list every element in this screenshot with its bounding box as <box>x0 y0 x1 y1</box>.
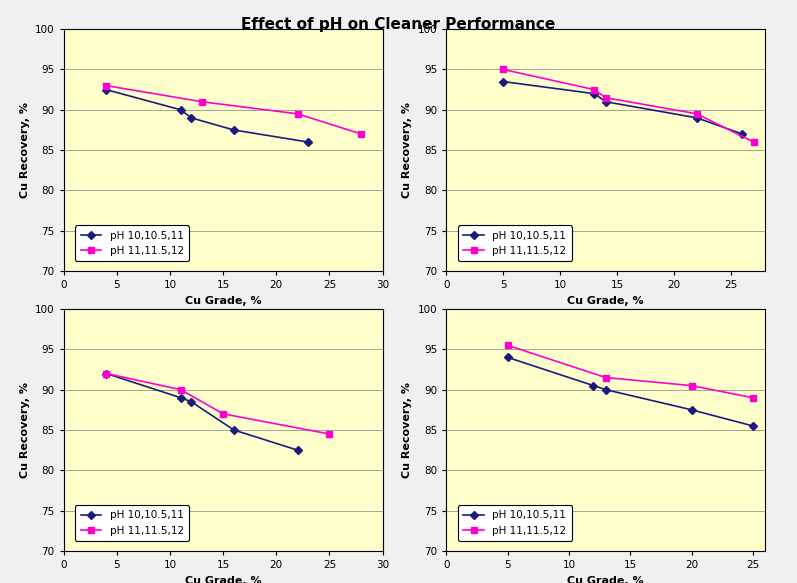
pH 10,10.5,11 <box>229 127 238 134</box>
pH 11,11.5,12 <box>101 370 111 377</box>
pH 10,10.5,11 <box>304 139 313 146</box>
pH 11,11.5,12 <box>324 430 334 437</box>
Line: pH 10,10.5,11: pH 10,10.5,11 <box>104 87 311 145</box>
Line: pH 10,10.5,11: pH 10,10.5,11 <box>505 354 756 429</box>
pH 10,10.5,11 <box>186 398 196 405</box>
pH 11,11.5,12 <box>749 139 759 146</box>
X-axis label: Cu Grade, %: Cu Grade, % <box>567 296 644 305</box>
pH 10,10.5,11 <box>101 370 111 377</box>
pH 10,10.5,11 <box>737 131 747 138</box>
pH 11,11.5,12 <box>197 98 206 105</box>
Y-axis label: Cu Recovery, %: Cu Recovery, % <box>402 382 412 478</box>
pH 10,10.5,11 <box>503 354 512 361</box>
pH 11,11.5,12 <box>503 342 512 349</box>
Legend: pH 10,10.5,11, pH 11,11.5,12: pH 10,10.5,11, pH 11,11.5,12 <box>76 505 189 541</box>
pH 11,11.5,12 <box>218 410 228 417</box>
Line: pH 11,11.5,12: pH 11,11.5,12 <box>501 66 756 145</box>
Y-axis label: Cu Recovery, %: Cu Recovery, % <box>20 102 29 198</box>
pH 11,11.5,12 <box>687 382 697 389</box>
pH 10,10.5,11 <box>101 86 111 93</box>
pH 11,11.5,12 <box>601 94 611 101</box>
Line: pH 11,11.5,12: pH 11,11.5,12 <box>505 342 756 401</box>
pH 11,11.5,12 <box>292 110 302 117</box>
Text: Effect of pH on Cleaner Performance: Effect of pH on Cleaner Performance <box>241 17 556 33</box>
pH 11,11.5,12 <box>498 66 508 73</box>
Line: pH 11,11.5,12: pH 11,11.5,12 <box>104 371 332 437</box>
Line: pH 10,10.5,11: pH 10,10.5,11 <box>104 371 300 453</box>
pH 11,11.5,12 <box>176 386 186 393</box>
pH 10,10.5,11 <box>292 447 302 454</box>
pH 10,10.5,11 <box>186 114 196 121</box>
pH 10,10.5,11 <box>176 106 186 113</box>
pH 10,10.5,11 <box>748 423 758 430</box>
pH 10,10.5,11 <box>176 394 186 401</box>
pH 10,10.5,11 <box>601 98 611 105</box>
pH 11,11.5,12 <box>748 394 758 401</box>
X-axis label: Cu Grade, %: Cu Grade, % <box>185 575 261 583</box>
pH 11,11.5,12 <box>590 86 599 93</box>
Y-axis label: Cu Recovery, %: Cu Recovery, % <box>402 102 412 198</box>
Legend: pH 10,10.5,11, pH 11,11.5,12: pH 10,10.5,11, pH 11,11.5,12 <box>458 226 571 261</box>
pH 11,11.5,12 <box>692 110 701 117</box>
pH 11,11.5,12 <box>356 131 366 138</box>
Line: pH 10,10.5,11: pH 10,10.5,11 <box>501 79 745 137</box>
Legend: pH 10,10.5,11, pH 11,11.5,12: pH 10,10.5,11, pH 11,11.5,12 <box>76 226 189 261</box>
pH 10,10.5,11 <box>601 386 611 393</box>
X-axis label: Cu Grade, %: Cu Grade, % <box>185 296 261 305</box>
pH 10,10.5,11 <box>229 427 238 434</box>
X-axis label: Cu Grade, %: Cu Grade, % <box>567 575 644 583</box>
pH 10,10.5,11 <box>692 114 701 121</box>
Legend: pH 10,10.5,11, pH 11,11.5,12: pH 10,10.5,11, pH 11,11.5,12 <box>458 505 571 541</box>
pH 10,10.5,11 <box>687 406 697 413</box>
pH 10,10.5,11 <box>589 382 599 389</box>
Y-axis label: Cu Recovery, %: Cu Recovery, % <box>20 382 29 478</box>
Line: pH 11,11.5,12: pH 11,11.5,12 <box>104 83 364 137</box>
pH 10,10.5,11 <box>498 78 508 85</box>
pH 10,10.5,11 <box>590 90 599 97</box>
pH 11,11.5,12 <box>101 82 111 89</box>
pH 11,11.5,12 <box>601 374 611 381</box>
